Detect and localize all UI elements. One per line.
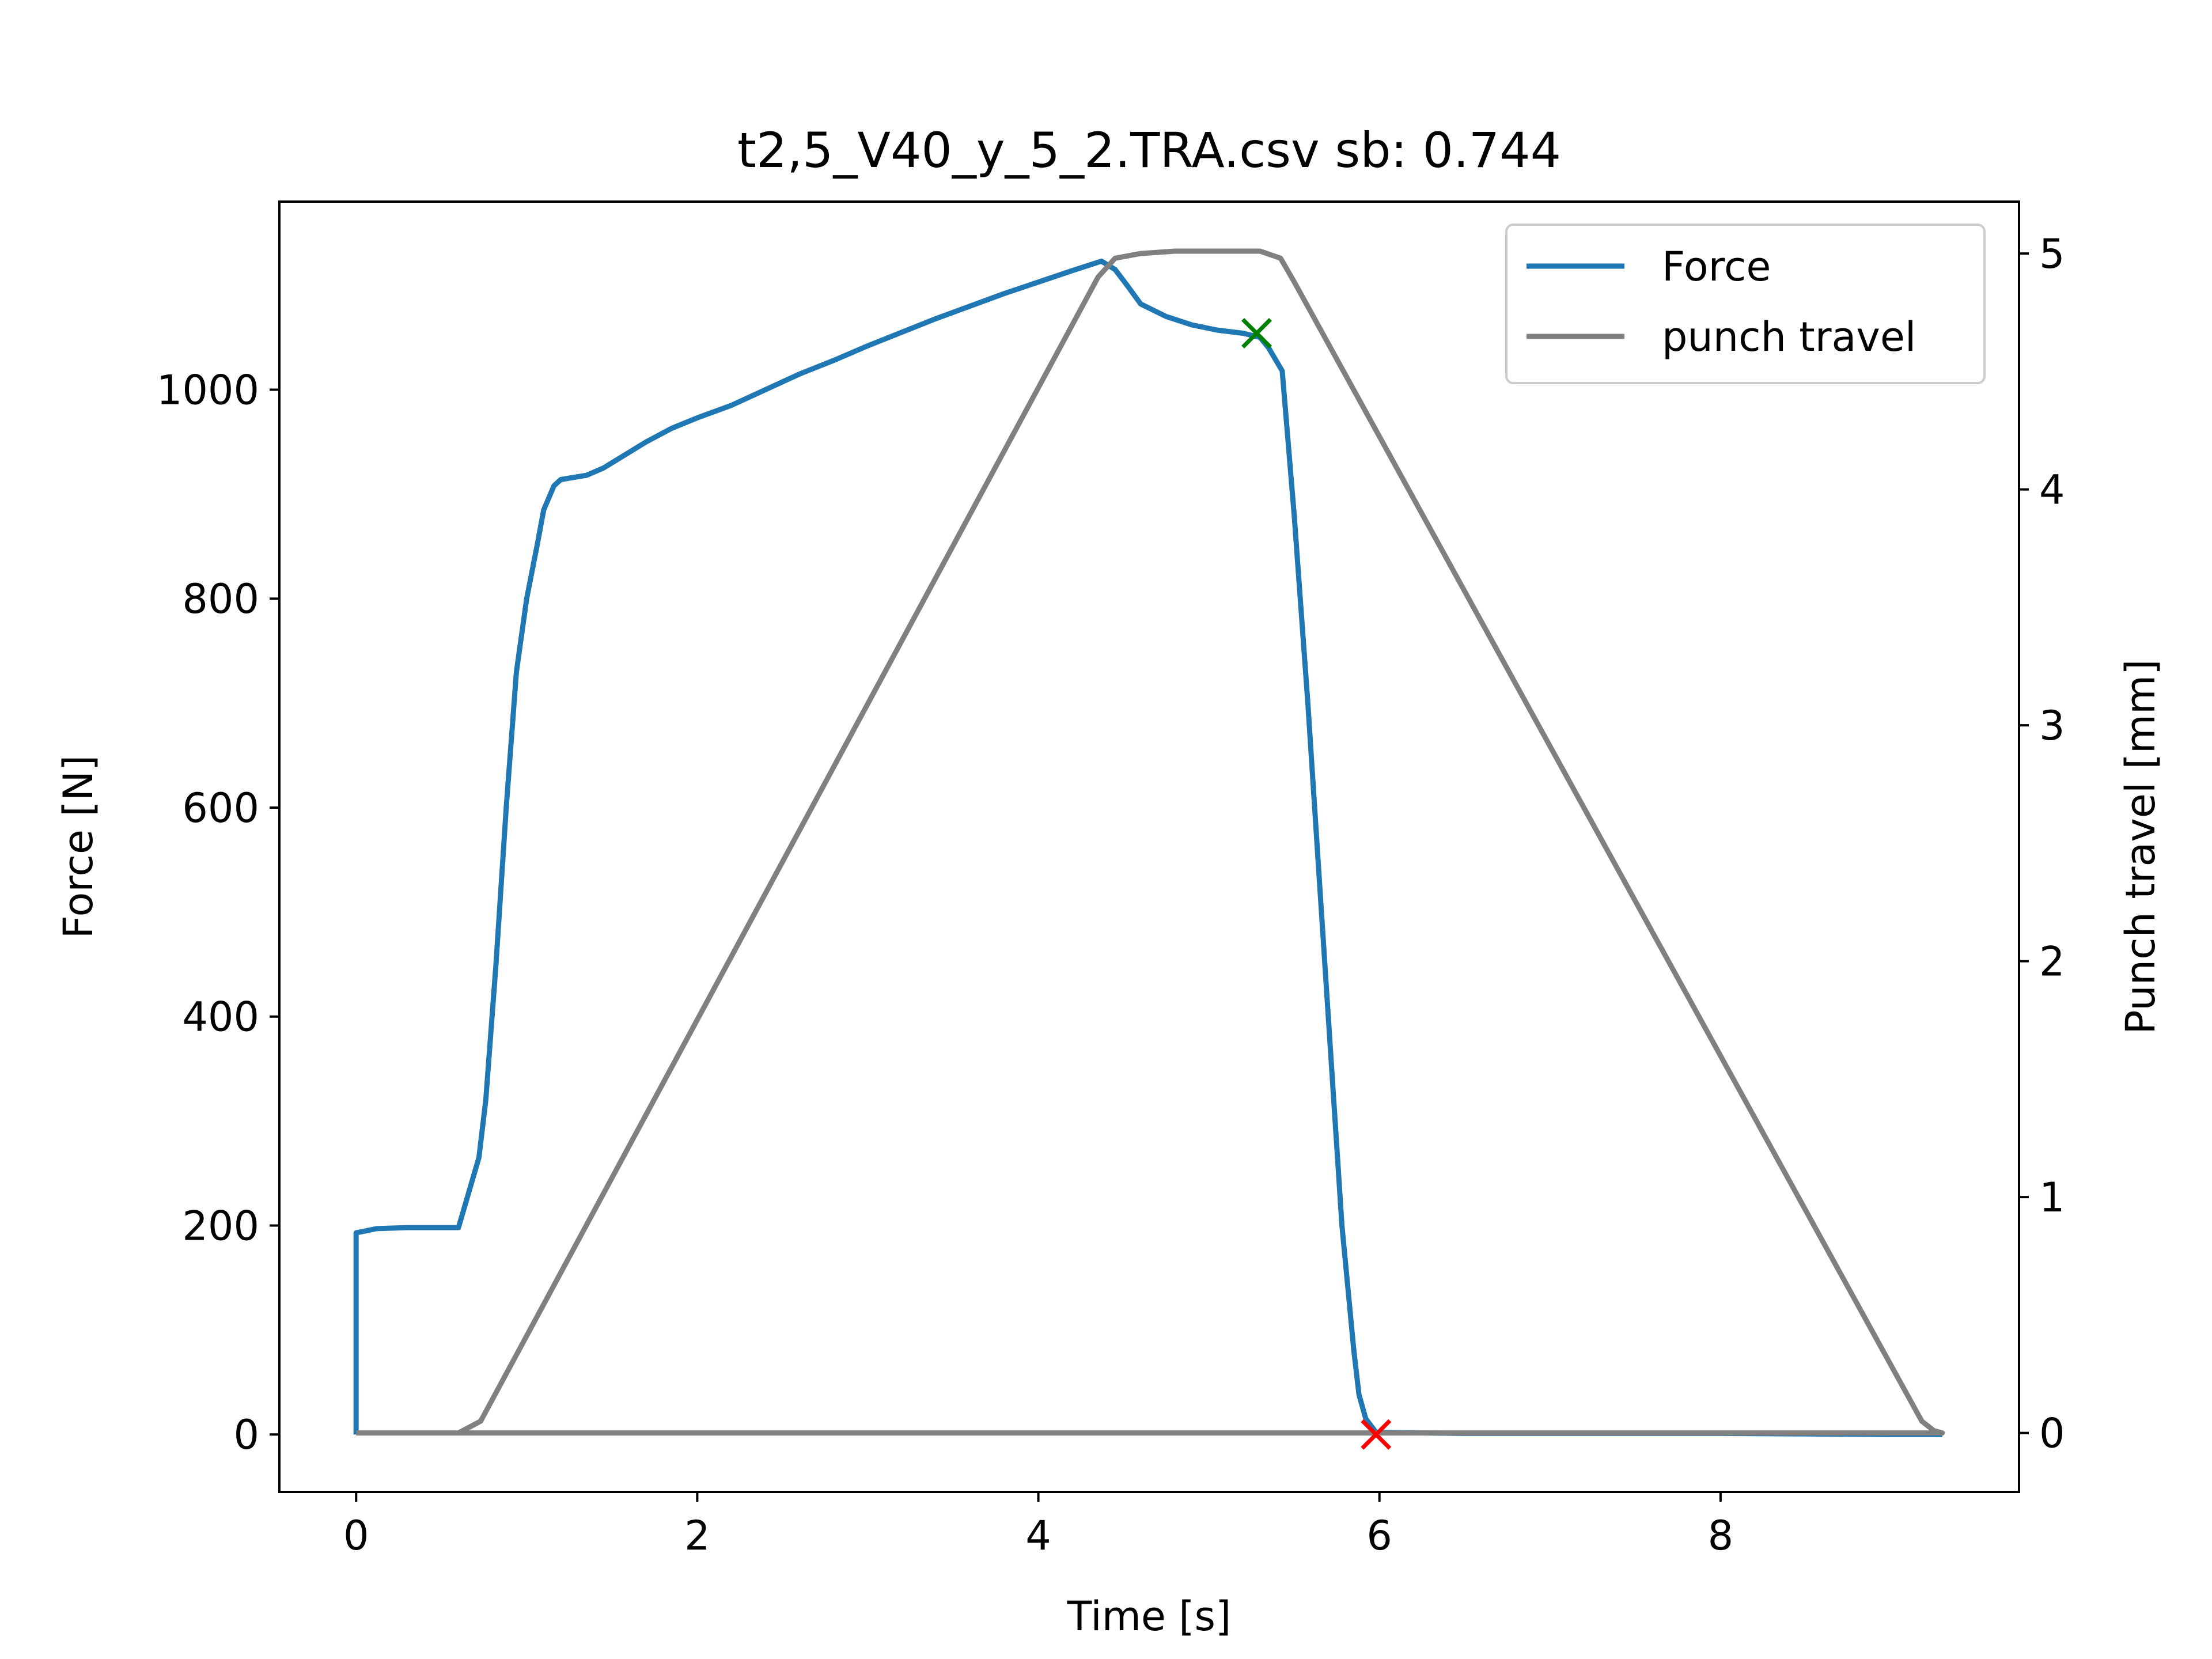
legend-label: punch travel [1662, 313, 1916, 361]
y2-tick-label: 3 [2039, 702, 2065, 749]
series-line-force [353, 258, 1942, 1437]
marker-x-red [1361, 1419, 1392, 1450]
marker-x-green [1241, 318, 1272, 349]
y-tick-label: 200 [182, 1202, 259, 1249]
x-tick-label: 6 [1366, 1512, 1392, 1559]
y2-tick-label: 0 [2039, 1410, 2065, 1457]
x-tick-label: 2 [684, 1512, 710, 1559]
y-axis-label: Force [N] [55, 755, 102, 939]
plot-area [278, 200, 2020, 1493]
y-tick-label: 0 [233, 1411, 259, 1459]
x-tick-label: 4 [1025, 1512, 1051, 1559]
legend-box [1505, 224, 1986, 384]
x-axis-ticks: 0 2 4 6 8 [343, 1492, 1733, 1559]
y-axis-ticks: 0 200 400 600 800 1000 [157, 366, 279, 1459]
y2-tick-label: 1 [2039, 1174, 2065, 1221]
chart-title: t2,5_V40_y_5_2.TRA.csv sb: 0.744 [737, 122, 1561, 179]
x-tick-label: 8 [1708, 1512, 1734, 1559]
y-tick-label: 800 [182, 575, 259, 623]
y2-axis-ticks: 0 1 2 3 4 5 [2019, 230, 2065, 1457]
y-tick-label: 400 [182, 994, 259, 1041]
y2-tick-label: 5 [2039, 230, 2065, 278]
legend: Force punch travel [1505, 224, 1986, 384]
y2-tick-label: 4 [2039, 467, 2065, 514]
x-tick-label: 0 [343, 1512, 369, 1559]
y2-axis-label: Punch travel [mm] [2117, 659, 2164, 1034]
y-tick-label: 1000 [157, 366, 259, 414]
axes-frame [278, 200, 2020, 1493]
x-axis-label: Time [s] [1067, 1593, 1232, 1640]
y-tick-label: 600 [182, 785, 259, 832]
y2-tick-label: 2 [2039, 938, 2065, 986]
legend-label: Force [1662, 243, 1771, 290]
